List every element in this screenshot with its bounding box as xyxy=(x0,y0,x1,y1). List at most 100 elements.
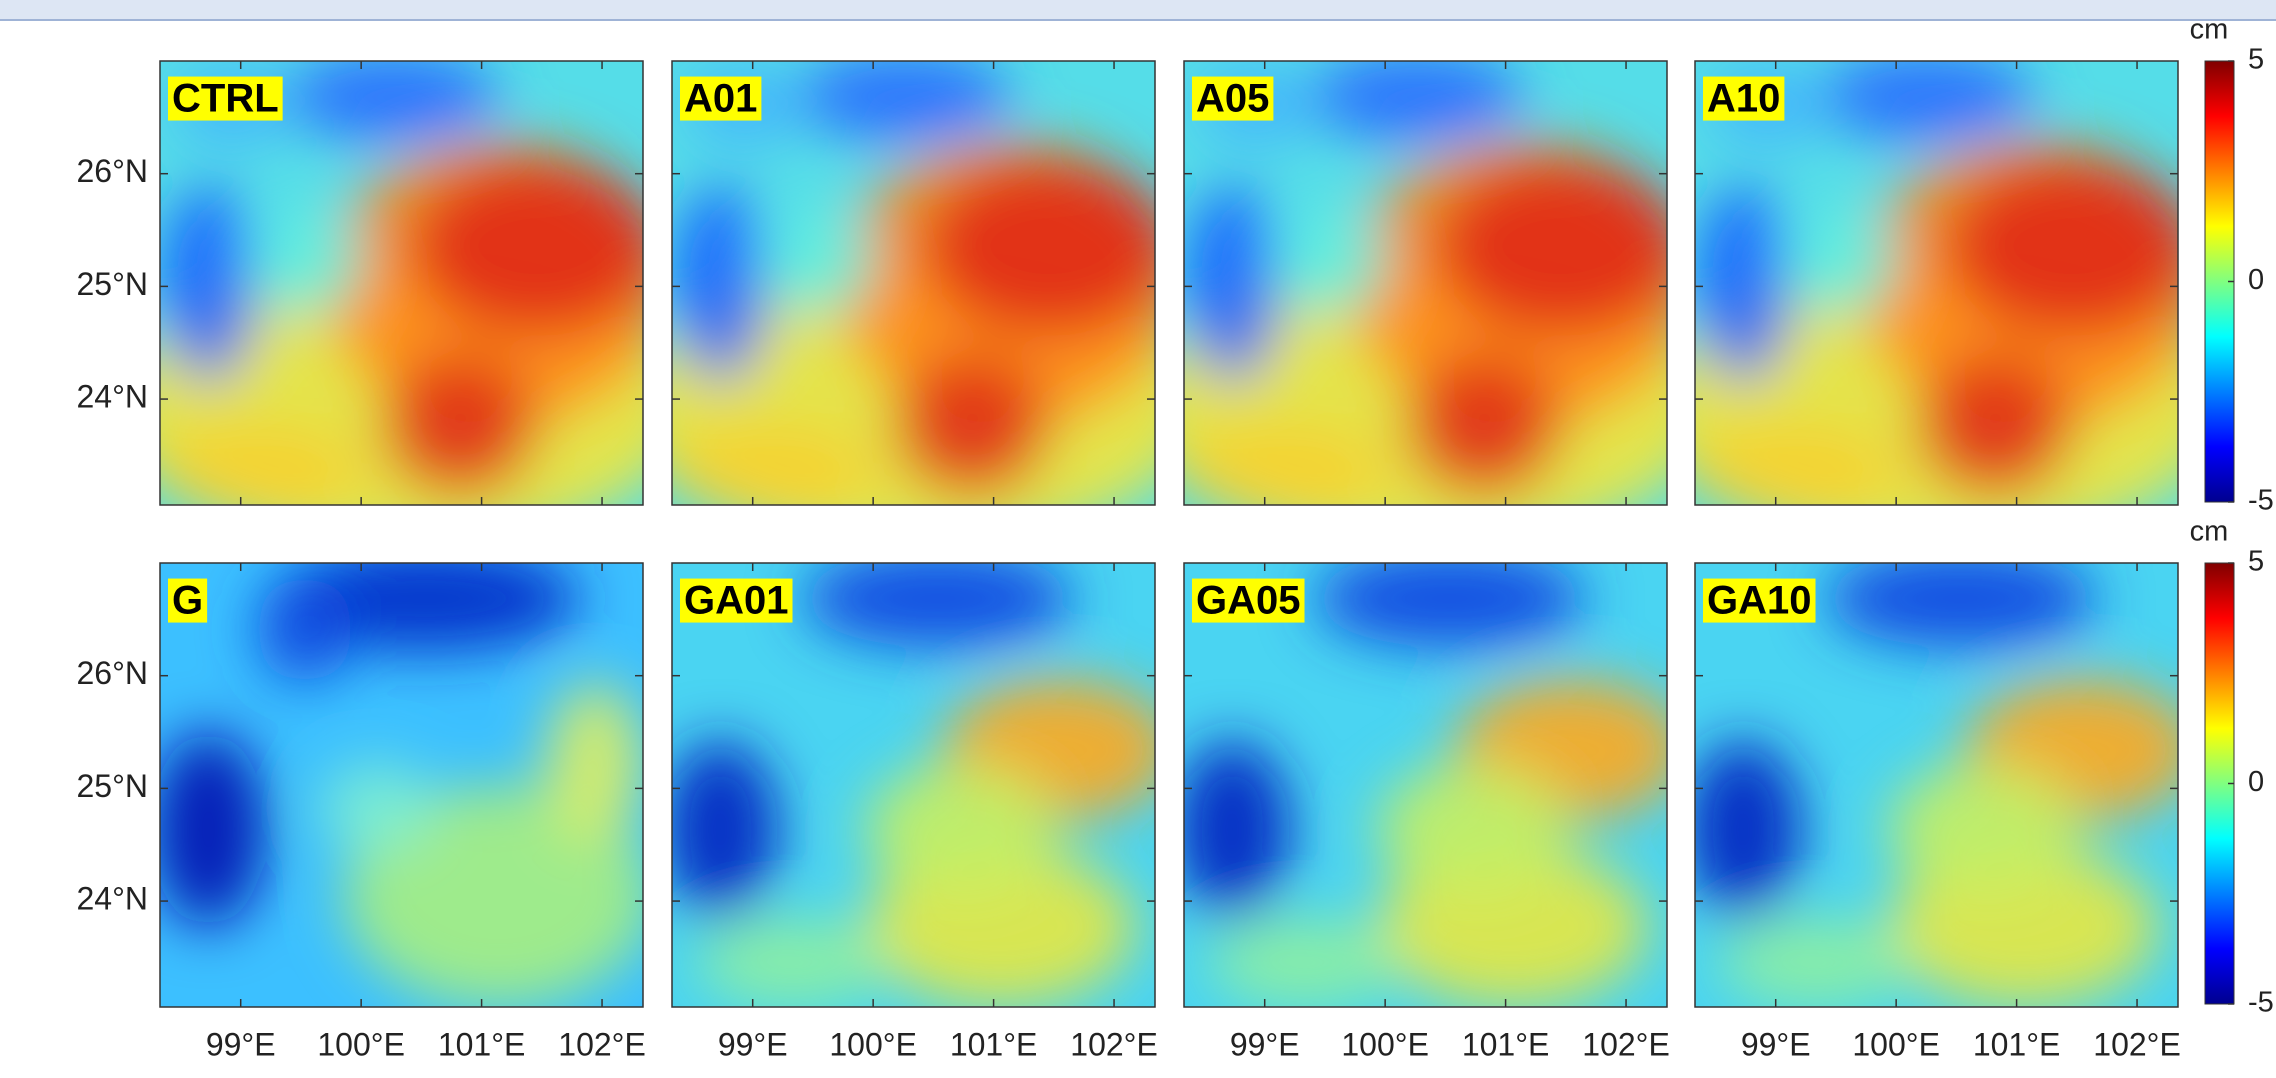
panel-label-bg xyxy=(168,76,283,121)
x-tick-label: 99°E xyxy=(1230,1026,1300,1062)
map-panel xyxy=(1695,61,2178,505)
x-tick-label: 100°E xyxy=(1852,1026,1940,1062)
map-panel xyxy=(672,563,1155,1007)
x-tick-label: 102°E xyxy=(2093,1026,2181,1062)
field-blob xyxy=(1695,740,1802,919)
field-blob xyxy=(343,785,643,1007)
field-blob xyxy=(1309,61,1523,141)
field-blob xyxy=(1825,563,2096,648)
field-blob xyxy=(1888,762,2082,897)
panel-label: GA01 xyxy=(684,579,789,623)
field-blob xyxy=(696,918,890,1007)
panel-label-bg xyxy=(168,578,208,623)
field-blob xyxy=(160,185,257,381)
panel-label: CTRL xyxy=(172,77,279,121)
panel-label-bg xyxy=(1703,76,1785,121)
x-tick-label: 100°E xyxy=(829,1026,917,1062)
panel-label-bg xyxy=(680,578,793,623)
field-blob xyxy=(1946,158,2178,337)
y-tick-label: 26°N xyxy=(77,153,149,189)
panel-label-bg xyxy=(1192,76,1274,121)
colorbar-tick-label: -5 xyxy=(2248,987,2274,1019)
field-blob xyxy=(1270,207,1387,315)
field-blob xyxy=(1781,207,1898,315)
map-field xyxy=(672,563,1155,1007)
map-frame xyxy=(159,562,644,1008)
map-panel xyxy=(1695,563,2178,1007)
x-tick-label: 102°E xyxy=(1070,1026,1158,1062)
field-blob xyxy=(285,61,499,141)
field-blob xyxy=(1184,425,1387,505)
field-blob xyxy=(1435,158,1667,337)
colorbar-tick-label: 5 xyxy=(2248,44,2264,76)
colorbar-tick-label: 0 xyxy=(2248,264,2264,296)
panel-label-bg xyxy=(1703,578,1816,623)
field-blob xyxy=(672,185,769,381)
top-bar xyxy=(0,0,2276,20)
field-blob xyxy=(797,61,1011,141)
x-tick-label: 101°E xyxy=(438,1026,526,1062)
panel-label-bg xyxy=(1192,578,1305,623)
x-tick-label: 101°E xyxy=(1973,1026,2061,1062)
field-blob xyxy=(1719,918,1913,1007)
x-tick-label: 102°E xyxy=(1582,1026,1670,1062)
y-tick-label: 24°N xyxy=(77,881,149,917)
panel-label: GA05 xyxy=(1196,579,1301,623)
map-frame xyxy=(1183,60,1668,506)
map-frame xyxy=(1183,562,1668,1008)
x-tick-label: 102°E xyxy=(558,1026,646,1062)
field-blob xyxy=(1820,61,2034,141)
y-tick-label: 24°N xyxy=(77,379,149,415)
field-blob xyxy=(672,425,875,505)
x-tick-label: 100°E xyxy=(1341,1026,1429,1062)
field-blob xyxy=(160,731,267,928)
map-panel xyxy=(672,61,1155,505)
x-tick-label: 99°E xyxy=(718,1026,788,1062)
panel-label: A10 xyxy=(1707,77,1780,121)
field-blob xyxy=(923,158,1155,337)
panel-label: A01 xyxy=(684,77,757,121)
field-blob xyxy=(1695,185,1792,381)
map-panel xyxy=(1184,563,1667,1007)
map-field xyxy=(672,61,1155,505)
field-blob xyxy=(256,576,354,683)
map-field xyxy=(1695,563,2178,1007)
colorbar-tick-label: -5 xyxy=(2248,485,2274,517)
map-field xyxy=(160,563,643,1007)
field-blob xyxy=(546,682,643,843)
x-tick-label: 101°E xyxy=(1462,1026,1550,1062)
y-tick-label: 25°N xyxy=(77,768,149,804)
field-blob xyxy=(758,207,875,315)
map-frame xyxy=(671,60,1156,506)
panel-label: G xyxy=(172,579,203,623)
x-tick-label: 101°E xyxy=(950,1026,1038,1062)
field-blob xyxy=(1917,354,2072,497)
x-tick-label: 100°E xyxy=(317,1026,405,1062)
field-blob xyxy=(1377,762,1571,897)
field-blob xyxy=(1184,740,1291,919)
map-frame xyxy=(1694,562,2179,1008)
map-frame xyxy=(671,562,1156,1008)
field-blob xyxy=(1695,425,1898,505)
colorbar-tick-label: 0 xyxy=(2248,766,2264,798)
field-blob xyxy=(382,354,537,497)
field-blob xyxy=(246,207,363,315)
field-blob xyxy=(802,563,1073,648)
field-blob xyxy=(319,762,436,852)
field-blob xyxy=(1208,918,1402,1007)
panel-label: GA10 xyxy=(1707,579,1812,623)
field-blob xyxy=(894,354,1049,497)
x-tick-label: 99°E xyxy=(206,1026,276,1062)
panel-label-bg xyxy=(680,76,762,121)
colorbar-unit: cm xyxy=(2190,14,2229,46)
field-blob xyxy=(1184,185,1281,381)
map-field xyxy=(1695,61,2178,505)
map-panel xyxy=(160,61,643,505)
field-blob xyxy=(1406,354,1561,497)
y-tick-label: 25°N xyxy=(77,266,149,302)
panel-label: A05 xyxy=(1196,77,1269,121)
field-blob xyxy=(865,762,1059,897)
map-frame xyxy=(159,60,644,506)
map-field xyxy=(1184,563,1667,1007)
